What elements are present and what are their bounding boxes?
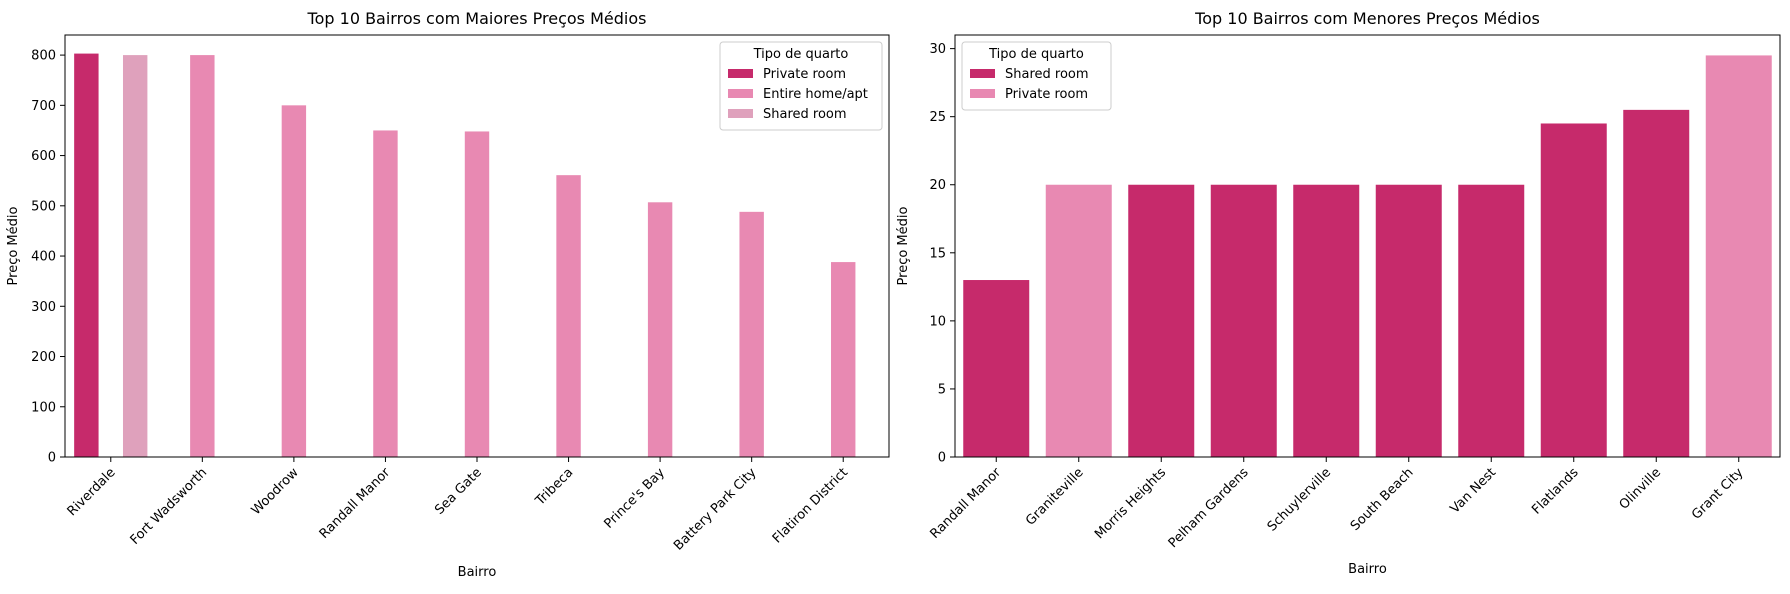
- x-tick-label: South Beach: [1348, 465, 1417, 534]
- chart-title: Top 10 Bairros com Maiores Preços Médios: [307, 9, 647, 28]
- bar-riverdale: [122, 55, 148, 457]
- y-tick-label: 300: [31, 300, 56, 315]
- chart-panel-2: Top 10 Bairros com Menores Preços Médios…: [896, 9, 1781, 577]
- y-axis-label: Preço Médio: [6, 206, 21, 285]
- bar-tribeca: [556, 175, 581, 457]
- x-tick-label: Fort Wadsworth: [128, 465, 211, 548]
- y-tick-label: 25: [929, 110, 946, 125]
- y-tick-label: 400: [31, 250, 56, 265]
- chart-panel-1: Top 10 Bairros com Maiores Preços Médios…: [6, 9, 890, 580]
- x-tick-label: Flatiron District: [770, 465, 851, 546]
- y-tick-label: 0: [938, 451, 946, 466]
- legend: Tipo de quarto Shared room Private room: [961, 41, 1112, 111]
- bar-randall-manor: [963, 280, 1030, 457]
- bar-randall-manor: [373, 130, 398, 457]
- y-tick-label: 0: [48, 451, 56, 466]
- legend-box: [961, 41, 1112, 111]
- legend: Tipo de quarto Private room Entire home/ap…: [719, 41, 883, 131]
- y-tick-label: 800: [31, 49, 56, 64]
- legend-title: Tipo de quarto: [753, 47, 849, 62]
- x-tick-label: Grant City: [1689, 465, 1747, 523]
- legend-swatch: [970, 69, 995, 78]
- legend-label: Private room: [1005, 87, 1088, 102]
- x-tick-label: Tribeca: [532, 465, 576, 509]
- bar-fort-wadsworth: [190, 55, 215, 457]
- y-tick-label: 100: [31, 400, 56, 415]
- legend-label: Entire home/apt: [763, 87, 868, 102]
- x-tick-label: Battery Park City: [671, 465, 760, 554]
- y-tick-label: 5: [938, 382, 946, 397]
- y-tick-label: 15: [929, 246, 946, 261]
- x-tick-label: Woodrow: [249, 465, 302, 518]
- x-tick-label: Flatlands: [1529, 465, 1581, 517]
- y-tick-label: 10: [929, 314, 946, 329]
- bar-grant-city: [1705, 55, 1772, 458]
- legend-swatch: [728, 89, 753, 98]
- x-tick-label: Sea Gate: [432, 465, 485, 518]
- bar-battery-park-city: [739, 211, 764, 457]
- y-tick-label: 200: [31, 350, 56, 365]
- x-tick-label: Prince's Bay: [601, 465, 668, 532]
- legend-box: [719, 41, 883, 131]
- x-tick-label: Riverdale: [65, 465, 119, 519]
- bar-schuylerville: [1293, 184, 1360, 457]
- bar-graniteville: [1045, 184, 1112, 457]
- y-tick-label: 30: [929, 42, 946, 57]
- y-tick-label: 700: [31, 99, 56, 114]
- legend-label: Shared room: [763, 107, 847, 122]
- x-axis-label: Bairro: [458, 565, 497, 580]
- bar-pelham-gardens: [1210, 184, 1277, 457]
- y-tick-label: 20: [929, 178, 946, 193]
- x-tick-label: Graniteville: [1023, 465, 1087, 529]
- bar-olinville: [1623, 109, 1690, 457]
- x-axis-label: Bairro: [1348, 562, 1387, 577]
- y-tick-label: 500: [31, 199, 56, 214]
- legend-label: Shared room: [1005, 67, 1089, 82]
- x-tick-label: Randall Manor: [928, 465, 1005, 542]
- x-tick-label: Randall Manor: [317, 465, 394, 542]
- plot-frame: [954, 34, 1781, 458]
- legend-swatch: [728, 109, 753, 118]
- chart-title: Top 10 Bairros com Menores Preços Médios: [1194, 9, 1540, 28]
- bar-sea-gate: [464, 131, 490, 457]
- x-tick-label: Olinville: [1617, 465, 1665, 513]
- y-tick-label: 600: [31, 149, 56, 164]
- x-tick-label: Morris Heights: [1092, 465, 1169, 542]
- legend-swatch: [728, 69, 753, 78]
- bar-morris-heights: [1128, 184, 1195, 457]
- x-tick-label: Van Nest: [1448, 465, 1499, 516]
- legend-swatch: [970, 89, 995, 98]
- bar-flatiron-district: [831, 262, 856, 457]
- bar-riverdale: [74, 53, 99, 457]
- x-tick-label: Schuylerville: [1265, 465, 1334, 534]
- y-axis-label: Preço Médio: [896, 206, 911, 285]
- bar-woodrow: [281, 105, 307, 457]
- bar-south-beach: [1375, 184, 1442, 457]
- bar-flatlands: [1540, 123, 1607, 457]
- legend-title: Tipo de quarto: [988, 47, 1084, 62]
- x-tick-label: Pelham Gardens: [1166, 465, 1252, 551]
- bar-van-nest: [1458, 184, 1525, 457]
- bar-prince-s-bay: [647, 202, 673, 457]
- legend-label: Private room: [763, 67, 846, 82]
